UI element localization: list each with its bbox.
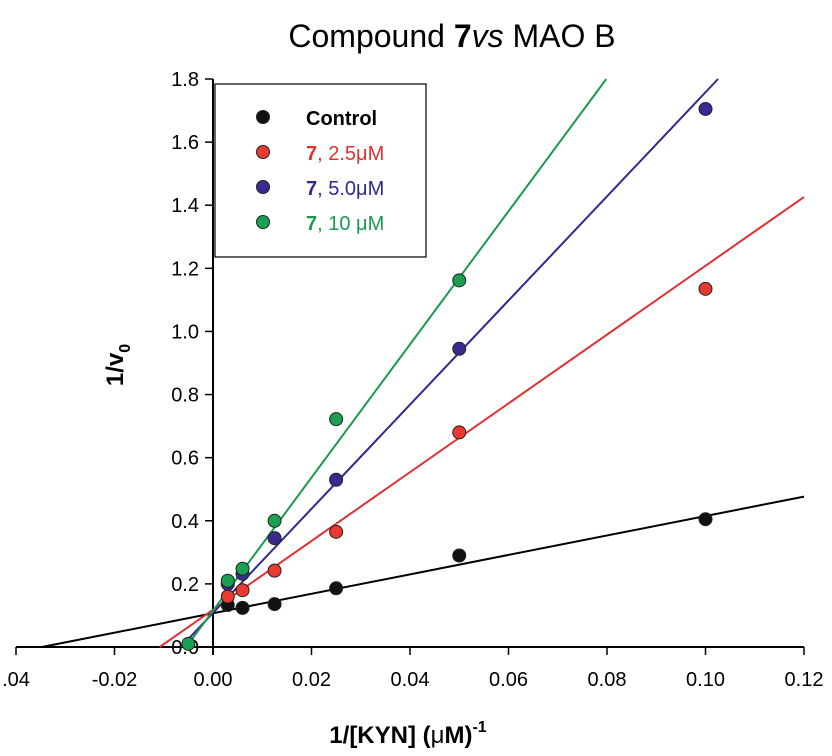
point-series-1	[698, 512, 713, 527]
legend-marker	[256, 145, 270, 159]
y-tick-label: 0.6	[171, 448, 199, 470]
legend-marker	[256, 180, 270, 194]
fit-line-series-4	[185, 78, 608, 648]
legend-box	[214, 83, 427, 258]
x-tick-label: 0.08	[588, 669, 627, 691]
title-italic: vs	[472, 18, 504, 54]
x-tick-label: 0.06	[489, 669, 528, 691]
axes: .04-0.020.000.020.040.060.080.100.120.00…	[2, 69, 823, 691]
x-tick-label: .04	[2, 669, 30, 691]
point-series-1	[235, 600, 250, 615]
legend-label: 7, 10 μM	[306, 213, 384, 235]
point-series-1	[329, 581, 344, 596]
point-series-2	[329, 524, 344, 539]
x-axis-label: 1/[KYN] (μM)-1	[329, 719, 486, 749]
point-series-3	[452, 341, 467, 356]
chart-title: Compound 7vs MAO B	[288, 18, 615, 54]
legend-label: 7, 5.0μM	[306, 178, 384, 200]
point-series-4	[329, 412, 344, 427]
point-series-4	[220, 573, 235, 588]
fit-lines	[41, 78, 805, 648]
legend: Control 7, 2.5μM 7, 5.0μM 7, 10 μM	[214, 83, 427, 258]
point-series-3	[698, 101, 713, 116]
legend-label: 7, 2.5μM	[306, 143, 384, 165]
point-series-4	[452, 273, 467, 288]
point-series-3	[267, 531, 282, 546]
x-tick-label: -0.02	[92, 669, 138, 691]
data-markers	[181, 101, 713, 651]
point-series-3	[329, 472, 344, 487]
point-series-4	[235, 561, 250, 576]
y-tick-label: 1.0	[171, 321, 199, 343]
legend-marker	[256, 215, 270, 229]
fit-line-series-3	[180, 78, 719, 648]
point-series-2	[698, 281, 713, 296]
point-series-4	[181, 636, 196, 651]
point-series-2	[267, 563, 282, 578]
legend-label: Control	[306, 108, 377, 130]
point-series-1	[267, 597, 282, 612]
point-series-2	[220, 589, 235, 604]
legend-marker	[256, 110, 270, 124]
x-tick-label: 0.12	[785, 669, 824, 691]
y-tick-label: 0.2	[171, 574, 199, 596]
y-axis-label: 1/v0	[102, 344, 134, 386]
y-tick-label: 1.6	[171, 132, 199, 154]
x-tick-label: 0.10	[686, 669, 725, 691]
point-series-2	[452, 425, 467, 440]
y-tick-label: 1.4	[171, 195, 199, 217]
y-tick-label: 1.8	[171, 69, 199, 91]
fit-line-series-2	[159, 196, 805, 648]
y-tick-label: 0.4	[171, 511, 199, 533]
x-tick-label: 0.00	[194, 669, 233, 691]
y-tick-label: 1.2	[171, 258, 199, 280]
x-tick-label: 0.04	[391, 669, 430, 691]
fit-line-series-1	[41, 495, 805, 648]
point-series-4	[267, 513, 282, 528]
x-tick-label: 0.02	[292, 669, 331, 691]
point-series-1	[452, 548, 467, 563]
point-series-2	[235, 583, 250, 598]
y-tick-label: 0.8	[171, 385, 199, 407]
